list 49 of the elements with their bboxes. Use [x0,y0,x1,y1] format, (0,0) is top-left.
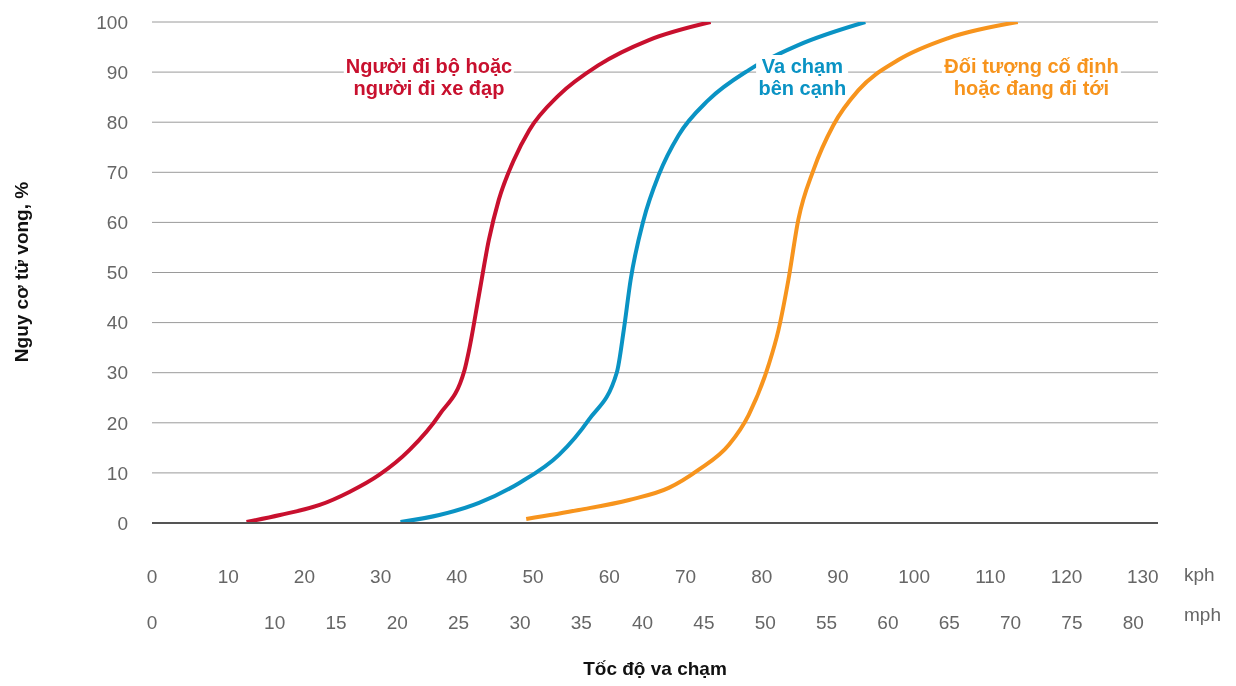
y-tick-label: 0 [117,512,128,534]
y-tick-label: 40 [106,312,128,334]
x2-tick-label: 20 [386,612,408,633]
series-label: Va chạm bên cạnh [758,55,847,100]
x2-tick-label: 0 [146,612,158,633]
x2-tick-label: 10 [264,612,286,633]
y-tick-label: 50 [106,262,128,284]
series-label: Người đi bộ hoặc người đi xe đạp [345,55,513,100]
x2-tick-label: 60 [877,612,899,633]
x2-tick-label: 65 [938,612,960,633]
x-tick-label: 10 [217,566,239,587]
x-tick-label: 0 [146,566,158,587]
x2-tick-label: 70 [1000,612,1022,633]
x-tick-label: 110 [975,566,1006,587]
y-tick-label: 30 [106,362,128,384]
x-tick-label: 70 [674,566,697,587]
x2-tick-label: 15 [325,612,347,633]
x-tick-label: 130 [1126,566,1159,587]
x-tick-label: 60 [598,566,620,587]
y-tick-label: 90 [106,61,128,83]
x2-tick-label: 50 [754,612,776,633]
x-axis-title: Tốc độ va chạm [582,658,728,680]
y-tick-label: 70 [106,162,128,184]
x-tick-label: 20 [293,566,315,587]
x2-tick-label: 30 [509,612,531,633]
line-series [244,22,713,523]
x2-tick-label: 40 [632,612,654,633]
x-tick-label: 50 [522,566,544,587]
x2-tick-label: 45 [693,612,715,633]
x2-tick-label: 35 [570,612,592,633]
x2-tick-label: 25 [448,612,470,633]
y-tick-label: 60 [106,212,128,234]
x-tick-label: 40 [446,566,468,587]
x-tick-label: 90 [827,566,849,587]
x2-tick-label: 75 [1061,612,1083,633]
x2-tick-label: 80 [1122,612,1144,633]
x-tick-label: 100 [898,566,930,587]
x-tick-label: 80 [751,566,773,587]
text: kph [1184,564,1215,586]
y-tick-label: 80 [106,111,128,133]
y-tick-label: 20 [106,412,128,434]
text: mph [1184,604,1221,626]
x-tick-label: 30 [370,566,392,587]
y-axis-title: Nguy cơ tử vong, % [11,180,33,364]
x2-tick-label: 55 [816,612,838,633]
x-tick-label: 120 [1050,566,1083,587]
y-tick-label: 100 [96,11,128,33]
y-tick-label: 10 [106,462,128,484]
series-label: Đối tượng cố định hoặc đang đi tới [944,55,1119,100]
